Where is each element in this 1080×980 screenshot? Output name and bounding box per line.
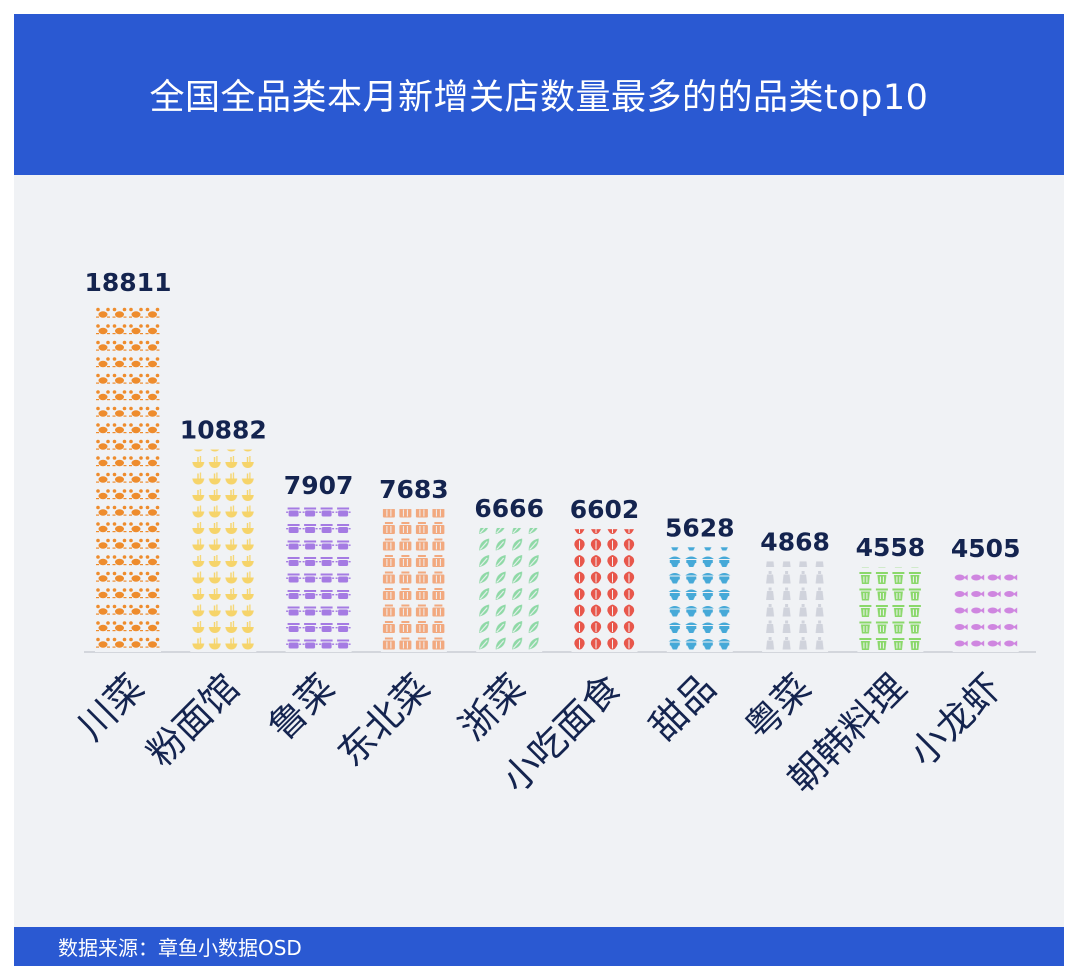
bar-trash-can-icon (857, 567, 924, 652)
bar-pot-icon (285, 504, 352, 652)
value-label: 4558 (856, 533, 926, 562)
category-label: 鲁菜 (260, 666, 343, 749)
value-label: 7907 (284, 471, 354, 500)
bar-lobster-icon (571, 529, 638, 652)
bar-fish-icon (952, 568, 1019, 652)
category-label: 粉面馆 (139, 666, 248, 775)
chart-frame: 全国全品类本月新增关店数量最多的的品类top10 18811 10882 7907 7… (14, 14, 1064, 966)
title-bar: 全国全品类本月新增关店数量最多的的品类top10 (14, 14, 1064, 175)
category-label: 川菜 (70, 666, 153, 749)
bar-leaf-icon (476, 527, 543, 652)
source-bar: 数据来源：章鱼小数据OSD (14, 927, 1064, 966)
bar-bottle-icon (762, 561, 829, 652)
value-label: 7683 (379, 475, 449, 504)
category-label: 浙菜 (451, 666, 534, 749)
data-source: 数据来源：章鱼小数据OSD (58, 936, 302, 960)
value-label: 4868 (760, 527, 830, 556)
category-label: 小龙虾 (901, 666, 1010, 775)
value-label: 6666 (474, 494, 544, 523)
value-label: 4505 (951, 534, 1021, 563)
chart-title: 全国全品类本月新增关店数量最多的的品类top10 (149, 78, 929, 118)
value-label: 6602 (570, 495, 640, 524)
category-label: 粤菜 (737, 666, 820, 749)
bar-basket-icon (380, 509, 447, 652)
bar-cake-icon (666, 547, 733, 652)
category-label: 东北菜 (329, 666, 438, 775)
value-label: 5628 (665, 513, 735, 542)
bar-chart: 18811 10882 7907 7683 6666 6602 5628 4868 4558 45… (70, 268, 1036, 801)
value-label: 10882 (180, 416, 267, 445)
category-label: 甜品 (641, 666, 724, 749)
bar-crab-icon (95, 302, 161, 652)
bar-bowl-icon (190, 449, 257, 652)
value-label: 18811 (85, 268, 172, 297)
